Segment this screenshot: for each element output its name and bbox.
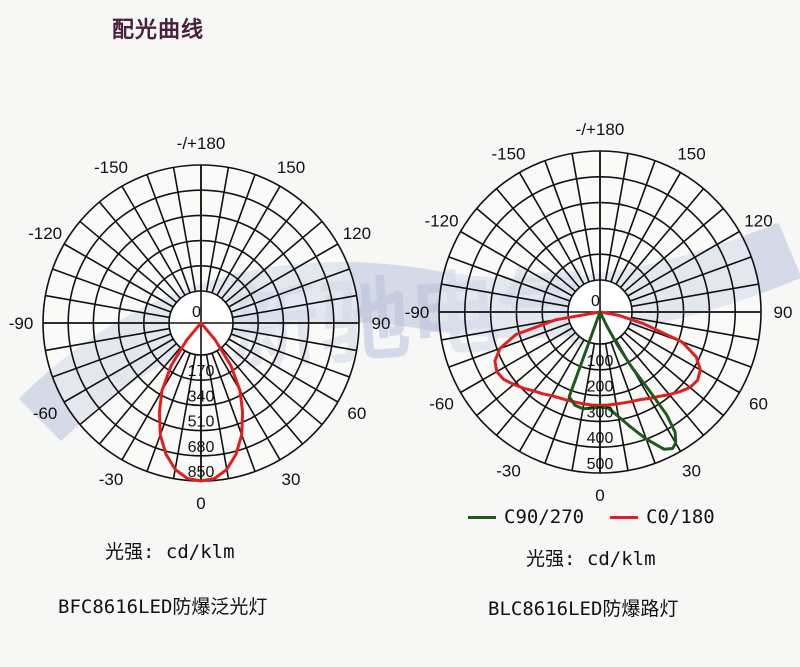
right-unit-label: 光强: cd/klm: [526, 548, 656, 570]
angle-label: 0: [595, 486, 604, 505]
ring-label: 100: [587, 353, 614, 370]
curve-c90-270: [567, 310, 678, 451]
angle-label: 0: [196, 494, 205, 513]
ring-label: 200: [587, 379, 614, 396]
angle-label: 90: [774, 303, 793, 322]
ring-label: 170: [188, 363, 215, 380]
angle-label: -120: [28, 224, 62, 243]
angle-label: -/+180: [576, 120, 625, 139]
left-chart-title: BFC8616LED防爆泛光灯: [58, 596, 268, 618]
angle-label: -150: [491, 145, 525, 164]
page-title: 配光曲线: [112, 18, 205, 43]
right-chart-title: BLC8616LED防爆路灯: [488, 598, 679, 620]
angle-label: -90: [9, 314, 34, 333]
curve-intensity: [157, 321, 245, 483]
angle-label: 90: [372, 314, 391, 333]
green-line-swatch-icon: [468, 515, 496, 519]
ring-label: 500: [587, 456, 614, 473]
angle-label: 150: [677, 145, 705, 164]
legend-label-c90: C90/270: [504, 506, 585, 528]
ring-label: 400: [587, 430, 614, 447]
polar-chart-floodlight: 0 170 340 510 680 850 -/+180 -150 150 -120 120 -90 9…: [9, 134, 391, 513]
watermark-text: 新驰电气: [226, 254, 592, 384]
angle-label: 120: [343, 224, 371, 243]
angle-label: -150: [94, 158, 128, 177]
svg-text:0: 0: [192, 304, 201, 321]
legend-item-c90: C90/270: [468, 506, 584, 528]
angle-label: 30: [282, 470, 301, 489]
angle-label: 120: [744, 212, 772, 231]
red-line-swatch-icon: [610, 515, 639, 519]
left-unit-label: 光强: cd/klm: [105, 541, 235, 563]
angle-label: -/+180: [177, 134, 226, 153]
angle-label: -60: [429, 395, 454, 414]
ring-label: 680: [188, 439, 215, 456]
svg-text:0: 0: [591, 293, 600, 310]
angle-label: 60: [347, 404, 366, 423]
legend-item-c0: C0/180: [610, 506, 715, 528]
watermark: 新驰电气: [18, 222, 800, 442]
ring-label: 850: [188, 464, 215, 481]
ring-label: 340: [188, 388, 215, 405]
ring-label: 300: [587, 404, 614, 421]
curve-c0-180: [493, 310, 702, 407]
angle-label: -90: [405, 303, 430, 322]
angle-label: 60: [749, 395, 768, 414]
angle-label: -60: [33, 404, 58, 423]
angle-label: 150: [277, 158, 305, 177]
angle-label: -30: [99, 470, 124, 489]
angle-label: -120: [425, 212, 459, 231]
ring-label: 510: [188, 414, 215, 431]
legend: C90/270 C0/180: [468, 506, 715, 528]
legend-label-c0: C0/180: [646, 506, 715, 528]
angle-label: -30: [496, 461, 521, 480]
angle-label: 30: [682, 461, 701, 480]
